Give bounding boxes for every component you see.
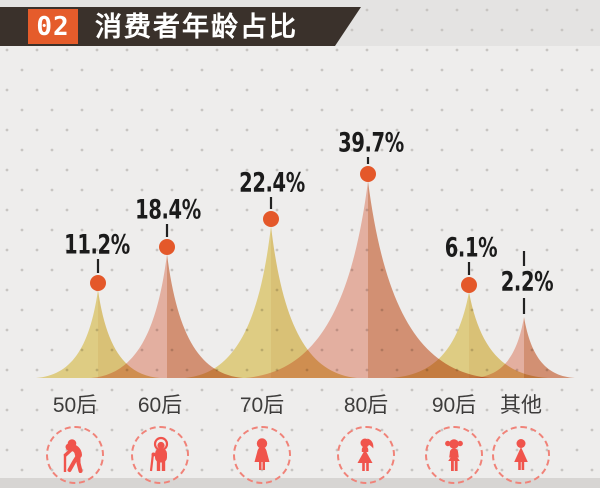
category-label-80后: 80后 — [343, 394, 389, 417]
mountain-5-right — [524, 317, 575, 378]
value-label-50后: 11.2% — [64, 229, 130, 261]
category-icon-ring-80后 — [337, 426, 395, 484]
mountain-4-right — [469, 292, 548, 378]
value-label-80后: 39.7% — [338, 127, 404, 159]
mountain-0-right — [98, 290, 160, 378]
category-icon-ring-70后 — [233, 426, 291, 484]
category-label-其他: 其他 — [500, 394, 542, 417]
category-label-90后: 90后 — [431, 394, 477, 417]
value-label-90后: 6.1% — [444, 232, 498, 264]
mountain-4-left — [390, 292, 469, 378]
section-title: 消费者年龄占比 — [95, 12, 298, 42]
elderly-cane-icon — [149, 436, 169, 472]
mountain-1-left — [91, 254, 167, 378]
value-marker-4 — [461, 277, 477, 293]
value-marker-0 — [90, 275, 106, 291]
category-icon-ring-90后 — [425, 426, 483, 484]
mountain-1-right — [167, 254, 243, 378]
value-label-60后: 18.4% — [135, 194, 201, 226]
girl-bow-icon — [445, 439, 463, 471]
bottom-strip — [0, 478, 600, 488]
category-icon-ring-60后 — [131, 426, 189, 484]
woman-skirt-icon — [514, 439, 528, 470]
elderly-bent-cane-icon — [63, 439, 83, 473]
mountain-2-left — [185, 226, 271, 378]
category-icon-ring-其他 — [492, 426, 550, 484]
category-icon-ring-50后 — [46, 426, 104, 484]
category-label-70后: 70后 — [239, 394, 285, 417]
woman-ponytail-icon — [357, 438, 374, 471]
value-label-70后: 22.4% — [239, 167, 305, 199]
section-number-badge: 02 — [28, 9, 78, 44]
section-header: 02 消费者年龄占比 — [0, 7, 361, 46]
mountain-2-right — [271, 226, 357, 378]
mountain-0-left — [36, 290, 98, 378]
value-marker-1 — [159, 239, 175, 255]
category-label-60后: 60后 — [137, 394, 183, 417]
value-marker-2 — [263, 211, 279, 227]
value-label-其他: 2.2% — [500, 266, 554, 298]
value-marker-3 — [360, 166, 376, 182]
mountain-5-left — [473, 317, 524, 378]
mountain-3-right — [368, 181, 491, 378]
mountain-3-left — [245, 181, 368, 378]
woman-bob-icon — [254, 438, 270, 470]
category-label-50后: 50后 — [52, 394, 98, 417]
